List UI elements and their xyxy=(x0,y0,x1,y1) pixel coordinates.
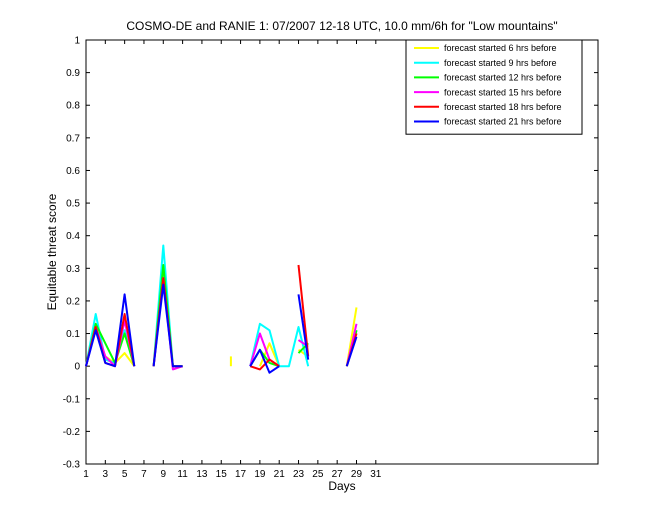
y-tick-label: -0.3 xyxy=(63,460,81,471)
x-tick-label: 29 xyxy=(351,469,363,480)
x-tick-label: 23 xyxy=(293,469,305,480)
x-tick-label: 17 xyxy=(235,469,247,480)
x-tick-label: 21 xyxy=(274,469,286,480)
series-segment xyxy=(152,283,183,368)
y-axis-label: Equitable threat score xyxy=(45,193,59,310)
legend: forecast started 6 hrs before forecast st… xyxy=(405,39,583,135)
series-segment xyxy=(297,294,310,360)
x-axis-label: Days xyxy=(328,479,355,493)
chart-title: COSMO-DE and RANIE 1: 07/2007 12-18 UTC,… xyxy=(126,19,557,33)
series-segment xyxy=(85,293,136,368)
x-tick-label: 5 xyxy=(122,469,128,480)
y-tick-label: 0.5 xyxy=(66,199,80,210)
series-line xyxy=(85,283,358,374)
y-tick-label: 0.1 xyxy=(66,329,80,340)
y-tick-label: 0.9 xyxy=(66,68,80,79)
x-tick-label: 9 xyxy=(161,469,167,480)
legend-label: forecast started 18 hrs before xyxy=(444,102,562,112)
legend-label: forecast started 21 hrs before xyxy=(444,117,562,127)
x-tick-label: 25 xyxy=(312,469,324,480)
x-tick-label: 27 xyxy=(332,469,344,480)
series-segment xyxy=(345,336,358,367)
y-tick-label: -0.2 xyxy=(63,427,81,438)
legend-label: forecast started 6 hrs before xyxy=(444,43,557,53)
y-tick-label: 0.7 xyxy=(66,133,80,144)
y-tick-label: 0.4 xyxy=(66,231,80,242)
y-tick-label: 1 xyxy=(74,36,80,47)
x-axis: 1 3 5 7 9 11 13 15 17 19 21 23 25 27 29 31 xyxy=(83,40,382,480)
legend-label: forecast started 12 hrs before xyxy=(444,73,562,83)
x-tick-label: 31 xyxy=(370,469,382,480)
y-axis: -0.3 -0.2 -0.1 0 0.1 0.2 0.3 0.4 0.5 0.6 0.7 0.8 0.9… xyxy=(63,36,598,471)
y-tick-label: 0 xyxy=(74,362,80,373)
x-tick-label: 19 xyxy=(254,469,266,480)
x-tick-label: 15 xyxy=(216,469,228,480)
y-tick-label: 0.2 xyxy=(66,296,80,307)
x-tick-label: 11 xyxy=(177,469,188,480)
legend-label: forecast started 9 hrs before xyxy=(444,58,557,68)
x-tick-label: 13 xyxy=(196,469,208,480)
x-tick-label: 3 xyxy=(103,469,109,480)
y-tick-label: 0.8 xyxy=(66,101,80,112)
series-segment xyxy=(249,358,280,371)
y-tick-label: -0.1 xyxy=(63,394,81,405)
y-tick-label: 0.6 xyxy=(66,166,80,177)
series-segment xyxy=(249,348,280,374)
legend-box xyxy=(405,39,583,135)
legend-label: forecast started 15 hrs before xyxy=(444,87,562,97)
y-tick-label: 0.3 xyxy=(66,264,80,275)
series-lines xyxy=(85,244,358,374)
series-segment xyxy=(297,264,310,357)
x-tick-label: 7 xyxy=(141,469,147,480)
x-tick-label: 1 xyxy=(83,469,89,480)
